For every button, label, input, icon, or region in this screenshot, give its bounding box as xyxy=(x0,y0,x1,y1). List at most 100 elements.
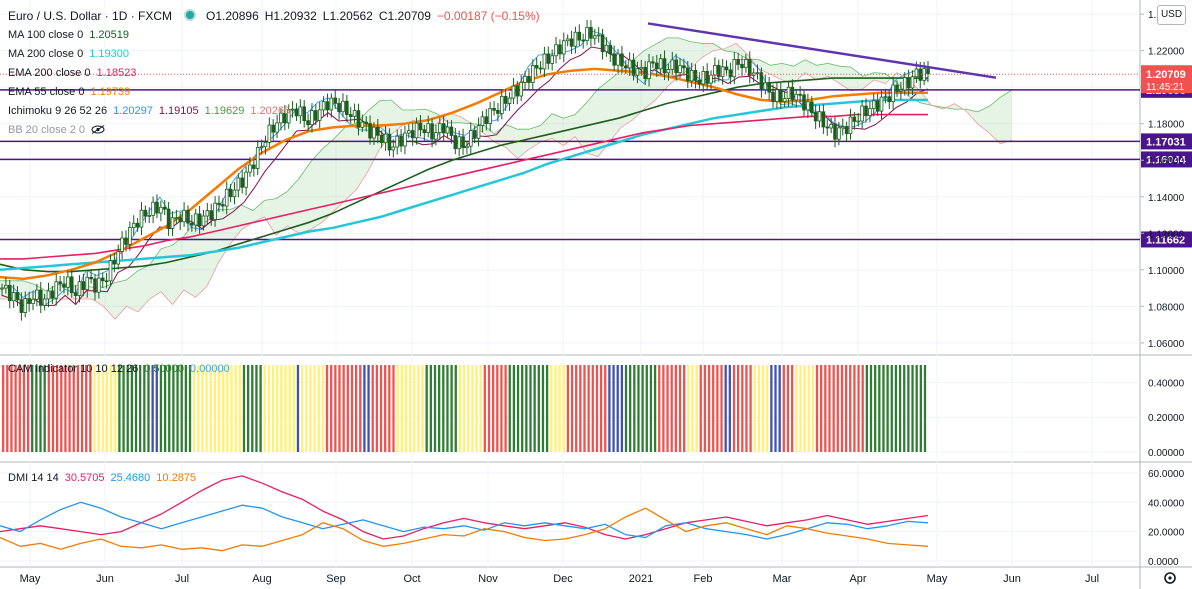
candle-body xyxy=(523,75,527,83)
cam-bar xyxy=(683,365,686,452)
indicator-label[interactable]: EMA 55 close 0 xyxy=(8,86,85,98)
cam-bar xyxy=(782,365,785,452)
candle-body xyxy=(228,188,233,198)
cam-bar xyxy=(894,365,898,452)
candle-body xyxy=(457,136,461,150)
cam-label[interactable]: CAM indicator 10 10 12 26 xyxy=(8,363,139,375)
market-status-icon xyxy=(184,9,197,21)
level-price-tag xyxy=(1141,231,1192,248)
candle-body xyxy=(775,89,779,102)
candle-body xyxy=(209,210,214,220)
settings-gear-icon[interactable] xyxy=(1164,572,1176,584)
cam-bar xyxy=(703,365,707,452)
candle-body xyxy=(604,44,609,53)
candle-body xyxy=(232,189,237,198)
candle-body xyxy=(500,96,504,114)
cam-bar xyxy=(716,365,719,452)
candle-body xyxy=(4,284,8,289)
candle-body xyxy=(554,44,558,57)
candle-body xyxy=(561,40,566,55)
candle-body xyxy=(31,298,35,304)
candle-body xyxy=(155,201,159,214)
candle-body xyxy=(240,177,245,188)
candle-body xyxy=(732,59,737,78)
cam-bar xyxy=(467,365,470,452)
candle-body xyxy=(314,110,318,121)
cam-value-2: 0.00000 xyxy=(190,363,230,375)
price-axis[interactable]: 1.240001.220001.200001.180001.160001.140… xyxy=(1140,10,1192,568)
cam-bar xyxy=(388,365,391,452)
cam-bar xyxy=(147,365,150,452)
cam-bar xyxy=(537,365,540,452)
cam-bar xyxy=(533,365,536,452)
candle-body xyxy=(217,202,221,205)
cam-bar xyxy=(350,365,354,452)
time-axis[interactable]: May Jun Jul Aug Sep Oct Nov Dec 2021 Feb Mar Apr May… xyxy=(20,573,1099,585)
cam-bar xyxy=(583,365,586,452)
candle-body xyxy=(345,100,349,115)
candle-body xyxy=(151,201,155,216)
candle-body xyxy=(182,209,186,223)
cam-bar xyxy=(915,365,918,452)
candle-body xyxy=(298,106,303,117)
level-price-tag xyxy=(1141,133,1192,150)
cam-bar xyxy=(2,365,5,452)
cam-bar xyxy=(317,365,320,452)
dmi-value-1: 30.5705 xyxy=(64,472,105,484)
hidden-eye-icon[interactable] xyxy=(91,124,105,134)
cam-bar xyxy=(836,365,839,452)
cam-bar xyxy=(865,365,868,452)
cam-legend: CAM indicator 10 10 12 26 0.50000 0.00000 xyxy=(8,362,236,376)
cam-bar xyxy=(205,365,208,452)
candle-body xyxy=(7,284,12,302)
cam-bar xyxy=(629,365,632,452)
cam-bar xyxy=(60,365,63,452)
cam-bar xyxy=(508,365,511,452)
cam-bar xyxy=(570,365,574,452)
candle-body xyxy=(480,116,485,127)
candle-body xyxy=(856,120,861,123)
cam-bar xyxy=(354,365,358,452)
change-value: −0.00187 (−0.15%) xyxy=(436,9,540,23)
cam-bar xyxy=(641,365,644,452)
candle-body xyxy=(651,61,655,64)
cam-bar xyxy=(878,365,881,452)
candle-body xyxy=(449,126,454,136)
cam-bar xyxy=(180,365,183,452)
dmi-label[interactable]: DMI 14 14 xyxy=(8,472,59,484)
candle-body xyxy=(705,71,709,84)
symbol-title[interactable]: Euro / U.S. Dollar · 1D · FXCM xyxy=(8,9,173,23)
cam-bar xyxy=(550,365,553,452)
cam-bar xyxy=(707,365,711,452)
indicator-label[interactable]: MA 100 close 0 xyxy=(8,29,84,41)
indicator-label[interactable]: Ichimoku 9 26 52 26 xyxy=(8,105,108,117)
indicator-label[interactable]: MA 200 close 0 xyxy=(8,48,84,60)
candle-body xyxy=(519,81,523,97)
cam-bar xyxy=(64,365,67,452)
cam-bar xyxy=(18,365,21,452)
candle-body xyxy=(178,217,183,223)
cam-bar xyxy=(280,365,283,452)
candle-body xyxy=(213,202,217,220)
candle-body xyxy=(190,222,194,226)
candle-body xyxy=(693,69,698,81)
cam-bar xyxy=(76,365,80,452)
trendline[interactable] xyxy=(647,22,997,79)
cam-bar xyxy=(712,365,715,452)
indicator-label[interactable]: EMA 200 close 0 xyxy=(8,67,91,79)
cam-bar xyxy=(134,365,138,452)
cam-bar xyxy=(907,365,910,452)
candle-body xyxy=(166,208,171,229)
cam-bar xyxy=(126,365,129,452)
time-axis-label: Jul xyxy=(175,573,189,585)
time-axis-label: Mar xyxy=(773,573,792,585)
cam-bar xyxy=(325,365,329,452)
indicator-legend-row: MA 200 close 0 1.19300 xyxy=(8,47,135,61)
candle-body xyxy=(666,69,671,74)
price-tick-label: 1.06000 xyxy=(1148,339,1185,350)
currency-badge[interactable]: USD xyxy=(1157,5,1186,25)
candle-body xyxy=(527,75,531,83)
indicator-label[interactable]: BB 20 close 2 0 xyxy=(8,124,86,136)
